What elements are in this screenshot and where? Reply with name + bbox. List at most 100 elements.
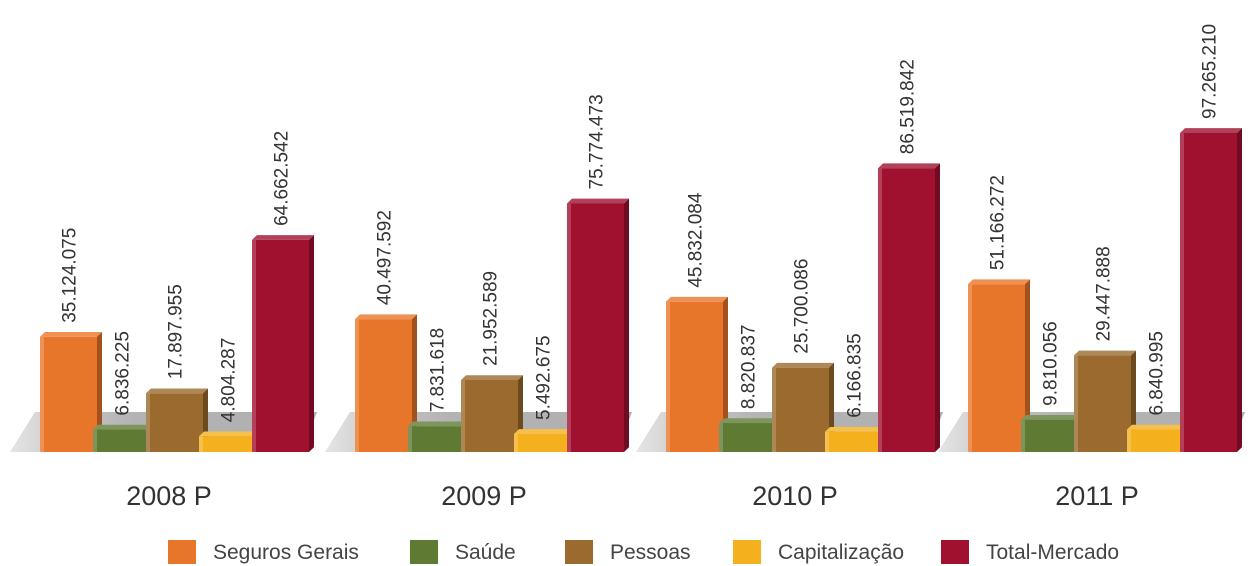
bar-side xyxy=(1025,279,1030,452)
bar-highlight xyxy=(146,393,150,452)
bar-top xyxy=(719,418,781,424)
bar-capitaliza-o-2 xyxy=(514,429,576,452)
value-label: 6.166.835 xyxy=(845,333,866,418)
bar-total-mercado-4 xyxy=(1180,128,1242,453)
value-label: 97.265.210 xyxy=(1200,24,1221,119)
bar-highlight xyxy=(878,168,882,453)
bar-front xyxy=(40,336,97,452)
bar-sa-de-1 xyxy=(93,424,155,452)
value-label: 64.662.542 xyxy=(272,131,293,226)
bar-capitaliza-o-4 xyxy=(1127,424,1189,452)
bar-total-mercado-1 xyxy=(252,235,314,452)
bar-side xyxy=(309,235,314,452)
bar-front xyxy=(252,239,309,452)
bar-highlight xyxy=(461,379,465,452)
bar-highlight xyxy=(1127,429,1131,452)
bar-sa-de-4 xyxy=(1021,415,1083,452)
legend-item: Total-Mercado xyxy=(941,540,1119,564)
bar-highlight xyxy=(1074,355,1078,452)
bar-top xyxy=(567,198,629,204)
value-label: 6.836.225 xyxy=(113,331,134,416)
bar-top xyxy=(252,235,314,240)
bar-highlight xyxy=(567,203,571,452)
bar-highlight xyxy=(825,431,829,452)
legend-item: Capitalização xyxy=(733,540,904,564)
bar-top xyxy=(666,296,728,302)
bar-top xyxy=(146,388,208,394)
bar-top xyxy=(199,431,261,437)
bar-seguros-gerais-1 xyxy=(40,331,102,452)
value-label: 9.810.056 xyxy=(1041,321,1062,406)
legend-label: Saúde xyxy=(455,541,516,564)
bar-top xyxy=(93,424,155,430)
legend-swatch xyxy=(168,540,196,564)
bar-sa-de-2 xyxy=(408,421,470,452)
bar-front xyxy=(1180,132,1237,453)
bar-side xyxy=(97,331,102,452)
value-label: 4.804.287 xyxy=(219,338,240,423)
bar-highlight xyxy=(514,433,518,452)
value-label: 5.492.675 xyxy=(534,335,555,420)
bar-top xyxy=(878,163,940,169)
bar-pessoas-2 xyxy=(461,375,523,452)
bar-front xyxy=(514,433,571,452)
category-label: 2010 P xyxy=(752,481,838,511)
bar-capitaliza-o-3 xyxy=(825,426,887,452)
bar-highlight xyxy=(1021,419,1025,452)
bar-sa-de-3 xyxy=(719,418,781,452)
bar-highlight xyxy=(719,423,723,452)
legend-label: Capitalização xyxy=(778,541,904,564)
value-label: 35.124.075 xyxy=(60,228,81,323)
value-label: 25.700.086 xyxy=(792,259,813,354)
value-label: 8.820.837 xyxy=(739,325,760,410)
bar-front xyxy=(93,429,150,452)
bar-front xyxy=(825,431,882,452)
bar-pessoas-3 xyxy=(772,362,834,452)
bar-total-mercado-3 xyxy=(878,163,940,453)
bar-highlight xyxy=(772,367,776,452)
bar-front xyxy=(408,426,465,452)
category-label: 2011 P xyxy=(1055,481,1139,511)
value-label: 75.774.473 xyxy=(587,94,608,189)
legend-label: Pessoas xyxy=(610,541,691,564)
value-label: 17.897.955 xyxy=(166,284,187,379)
value-label: 86.519.842 xyxy=(898,59,919,154)
bar-highlight xyxy=(408,426,412,452)
legend-swatch xyxy=(410,540,438,564)
bar-front xyxy=(1074,355,1131,452)
bar-top xyxy=(1127,424,1189,430)
value-label: 40.497.592 xyxy=(375,210,396,305)
bar-front xyxy=(146,393,203,452)
bar-highlight xyxy=(40,336,44,452)
legend-swatch xyxy=(733,540,761,564)
bar-highlight xyxy=(968,284,972,452)
bar-highlight xyxy=(252,239,256,452)
legend-item: Pessoas xyxy=(565,540,691,564)
bar-side xyxy=(1237,128,1242,452)
bar-top xyxy=(40,331,102,337)
legend-swatch xyxy=(941,540,969,564)
bar-highlight xyxy=(199,436,203,452)
category-label: 2009 P xyxy=(441,481,527,511)
bar-top xyxy=(355,314,417,320)
bar-top xyxy=(408,421,470,427)
value-label: 45.832.084 xyxy=(686,192,707,288)
bar-top xyxy=(461,375,523,380)
bar-front xyxy=(968,284,1025,452)
bar-front xyxy=(772,367,829,452)
bar-side xyxy=(412,314,417,452)
bar-seguros-gerais-4 xyxy=(968,279,1030,452)
legend-item: Saúde xyxy=(410,540,516,564)
value-label: 29.447.888 xyxy=(1094,246,1115,341)
bar-front xyxy=(719,423,776,452)
bar-top xyxy=(1021,415,1083,420)
bar-highlight xyxy=(1180,132,1184,453)
bar-top xyxy=(1074,350,1136,356)
bar-front xyxy=(461,379,518,452)
legend-label: Seguros Gerais xyxy=(213,541,359,564)
bar-total-mercado-2 xyxy=(567,198,629,452)
legend-item: Seguros Gerais xyxy=(168,540,359,564)
bar-front xyxy=(1021,419,1078,452)
